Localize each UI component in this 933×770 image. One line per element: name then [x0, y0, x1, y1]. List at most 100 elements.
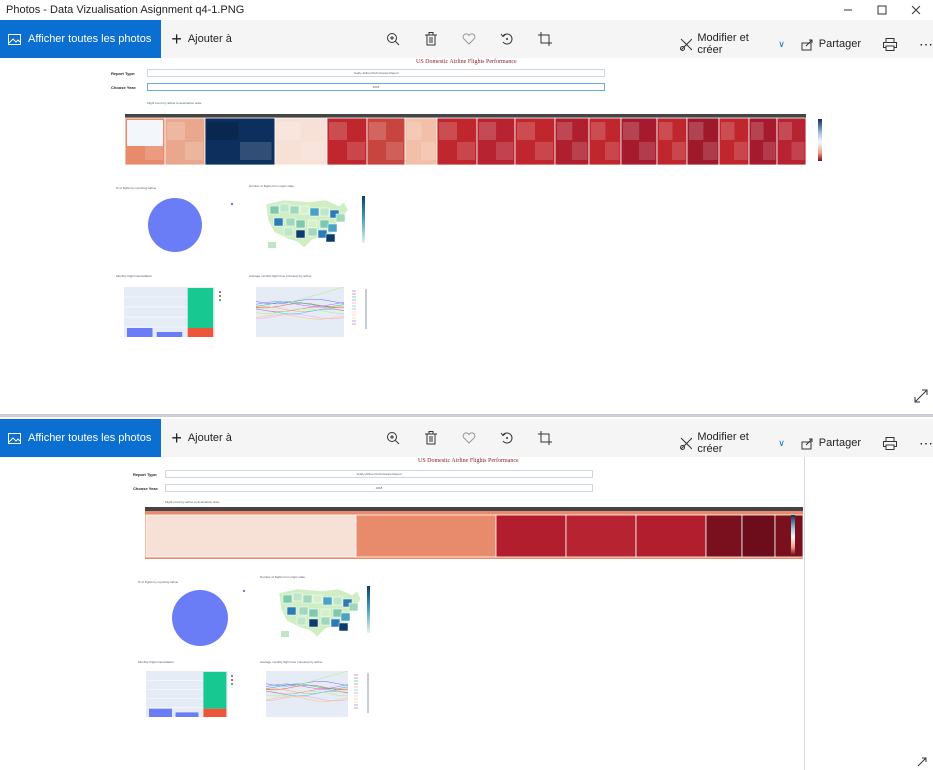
zoom-in-button[interactable]	[384, 30, 402, 48]
share-button[interactable]: Partager	[801, 437, 861, 450]
share-icon	[801, 39, 813, 50]
plus-icon: +	[171, 428, 182, 448]
state-shape	[330, 618, 341, 628]
print-button[interactable]	[883, 37, 897, 51]
colorscale-bar	[818, 119, 822, 161]
show-all-label: Afficher toutes les photos	[28, 33, 152, 45]
state-shape	[286, 606, 297, 616]
expand-icon[interactable]	[913, 388, 929, 404]
treemap-cell	[588, 117, 622, 166]
rotate-button[interactable]	[498, 30, 516, 48]
treemap-header-bar	[145, 507, 803, 511]
pie-title: % of flights by reporting airline	[138, 580, 179, 584]
treemap-cell	[748, 117, 778, 166]
zoom-in-button[interactable]	[384, 429, 402, 447]
state-shape	[295, 229, 306, 239]
share-label: Partager	[818, 38, 861, 50]
treemap-cell	[366, 117, 406, 166]
state-shape	[320, 616, 331, 626]
treemap-subcell	[535, 142, 553, 160]
dashboard-image-bottom	[145, 507, 804, 717]
treemap-subcell	[185, 142, 203, 160]
chevron-down-icon: ∨	[778, 437, 785, 448]
add-to-button-second[interactable]: + Ajouter à	[171, 428, 232, 448]
treemap-title: Flight count by airline to destination s…	[165, 500, 220, 504]
treemap-cell	[514, 117, 556, 166]
expand-icon[interactable]	[917, 757, 927, 767]
state-shape	[319, 219, 330, 229]
treemap-cell	[355, 514, 497, 558]
delete-button[interactable]	[422, 429, 440, 447]
year-input[interactable]: 2018	[147, 83, 605, 91]
heart-icon	[462, 432, 476, 444]
crop-button[interactable]	[536, 30, 554, 48]
edit-create-button[interactable]: Modifier et créer ∨	[680, 32, 785, 56]
state-shape	[317, 229, 328, 239]
airline-series-line	[265, 696, 349, 702]
legend-swatch	[231, 679, 233, 681]
state-shape	[273, 217, 284, 227]
state-shape	[308, 608, 319, 618]
bar-cancellation-code-b	[175, 712, 199, 717]
treemap-subcell	[623, 122, 640, 140]
edit-create-button[interactable]: Modifier et créer ∨	[680, 431, 785, 455]
treemap-subcell	[301, 142, 325, 160]
treemap-subcell	[751, 122, 764, 140]
report-type-dropdown[interactable]: Yearly Airline Performance Report	[147, 69, 605, 77]
close-button[interactable]	[899, 0, 933, 20]
airline-series-line	[265, 688, 349, 694]
treemap-cell	[774, 514, 804, 558]
rotate-button[interactable]	[498, 429, 516, 447]
airline-series-line	[265, 683, 349, 689]
show-all-photos-button[interactable]: Afficher toutes les photos	[0, 20, 162, 58]
treemap-subcell	[557, 122, 573, 140]
treemap-subcell	[369, 122, 387, 140]
airline-series-line	[265, 690, 349, 697]
report-type-dropdown[interactable]: Yearly Airline Performance Report	[165, 470, 593, 478]
line-title: Average monthly flight time (minutes) by…	[260, 660, 323, 664]
colorscale-bar	[791, 515, 795, 555]
state-shape	[285, 217, 296, 227]
print-icon	[883, 436, 897, 450]
state-shape	[332, 608, 343, 618]
pie-legend-swatch	[231, 203, 233, 205]
treemap-cell	[635, 514, 707, 558]
airline-series-line	[255, 301, 345, 307]
state-shape	[298, 606, 309, 616]
treemap-subcell	[517, 122, 535, 140]
state-shape	[327, 223, 338, 233]
treemap-cell	[554, 117, 590, 166]
trash-icon	[425, 431, 437, 445]
crop-button[interactable]	[536, 429, 554, 447]
minimize-button[interactable]	[831, 0, 865, 20]
favorite-button[interactable]	[460, 30, 478, 48]
treemap-subcell	[496, 142, 514, 160]
bar-title: Monthly Flight Cancellation	[138, 660, 175, 664]
airline-series-line	[255, 298, 345, 305]
year-input[interactable]: 2018	[165, 484, 593, 492]
photo-view-bottom: US Domestic Airline Flights Performance …	[0, 457, 933, 770]
favorite-button[interactable]	[460, 429, 478, 447]
more-button[interactable]: ⋯	[919, 36, 933, 53]
more-button[interactable]: ⋯	[919, 435, 933, 452]
title-bar: Photos - Data Vizualisation Asignment q4…	[0, 0, 933, 20]
state-shape	[320, 608, 331, 618]
state-shape	[335, 213, 346, 223]
delete-button[interactable]	[422, 30, 440, 48]
line-title: Average monthly flight time (minutes) by…	[249, 274, 312, 278]
show-all-photos-button-second[interactable]: Afficher toutes les photos	[0, 419, 162, 457]
share-button[interactable]: Partager	[801, 38, 861, 51]
maximize-button[interactable]	[865, 0, 899, 20]
state-shape	[307, 219, 318, 229]
treemap-cell-light	[127, 120, 163, 146]
state-shape	[322, 596, 333, 606]
treemap-cell	[404, 117, 438, 166]
photo-view-top: US Domestic Airline Flights Performance …	[0, 58, 933, 414]
print-button[interactable]	[883, 436, 897, 450]
state-shape	[299, 205, 310, 215]
pie-title: % of flights by reporting airline	[116, 186, 157, 190]
report-type-label: Report Type:	[111, 71, 136, 76]
state-shape	[296, 616, 307, 626]
share-icon	[801, 438, 813, 449]
add-to-button[interactable]: + Ajouter à	[171, 30, 232, 48]
